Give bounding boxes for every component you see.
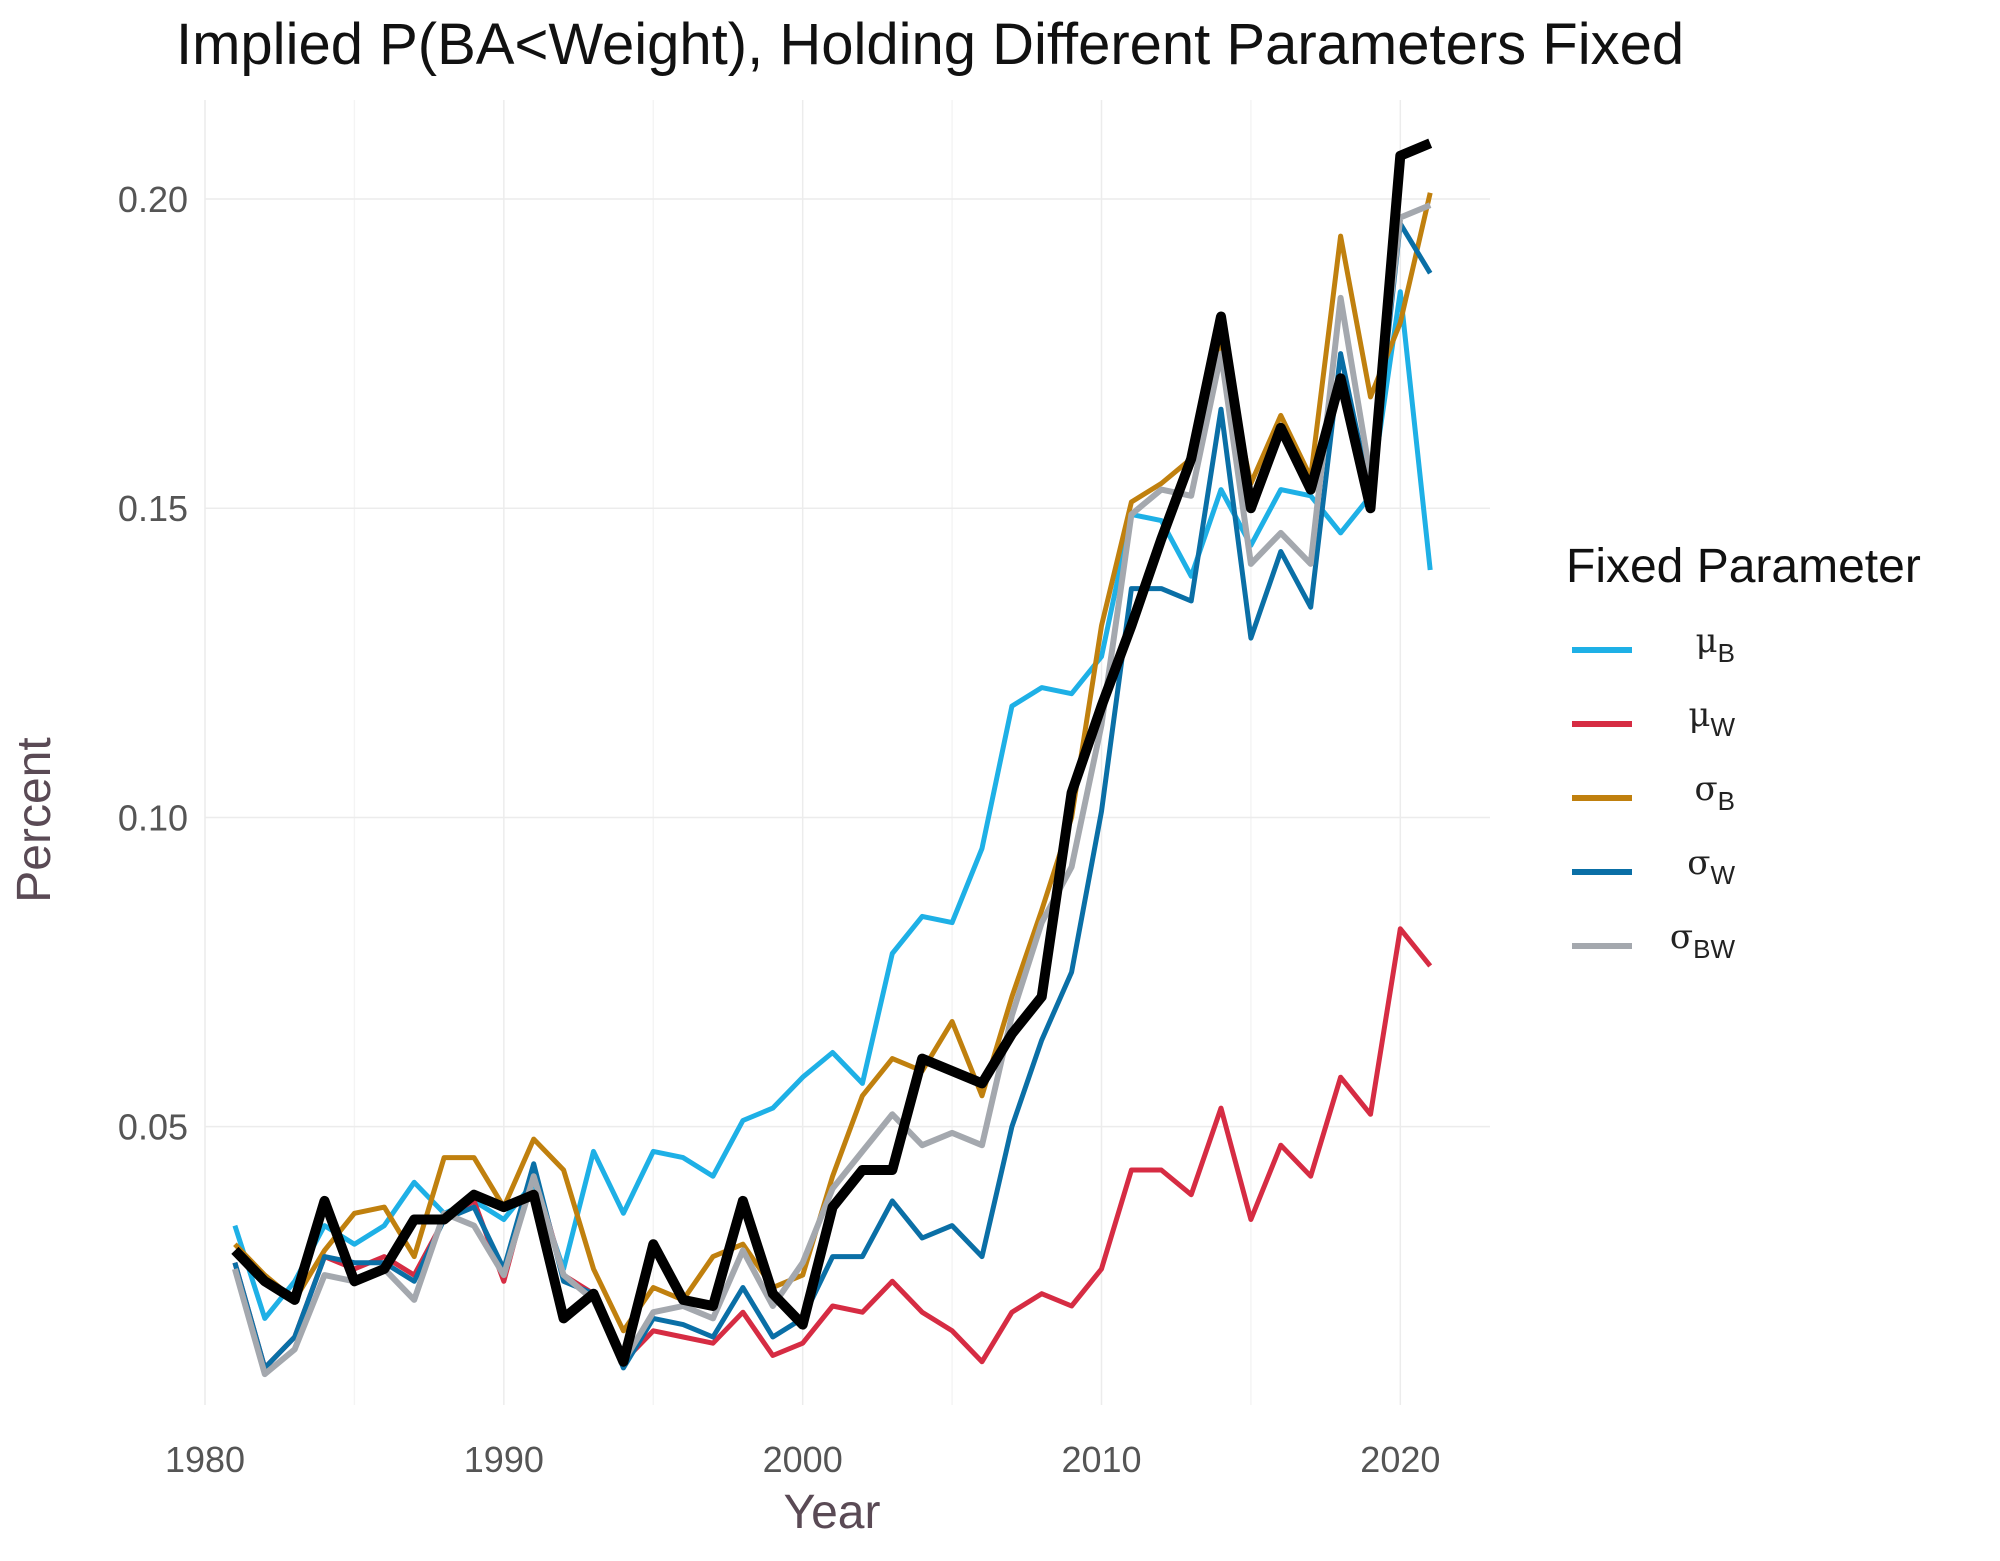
x-tick-label: 2020 xyxy=(1360,1439,1440,1480)
x-tick-label: 2010 xyxy=(1061,1439,1141,1480)
series-line-sigma-bw xyxy=(232,202,1432,1378)
legend-label: σBW xyxy=(1670,917,1736,964)
x-axis-title: Year xyxy=(784,1486,881,1539)
x-axis-ticks: 1980 1990 2000 2010 2020 xyxy=(165,1439,1440,1480)
legend-title: Fixed Parameter xyxy=(1566,540,1921,593)
x-tick-label: 2000 xyxy=(763,1439,843,1480)
y-tick-label: 0.20 xyxy=(118,179,188,220)
x-tick-label: 1980 xyxy=(165,1439,245,1480)
x-tick-label: 1990 xyxy=(464,1439,544,1480)
chart-title: Implied P(BA<Weight), Holding Different … xyxy=(176,12,1684,77)
series-line-overall xyxy=(231,138,1433,1367)
legend-label: σB xyxy=(1694,769,1735,816)
y-axis-title: Percent xyxy=(8,737,61,902)
y-tick-label: 0.10 xyxy=(118,797,188,838)
y-tick-label: 0.05 xyxy=(118,1107,188,1148)
series-line-mu-b xyxy=(232,289,1433,1321)
legend-label: μB xyxy=(1696,621,1735,668)
y-axis-ticks: 0.05 0.10 0.15 0.20 xyxy=(118,179,188,1148)
plot-series xyxy=(231,138,1433,1378)
y-tick-label: 0.15 xyxy=(118,488,188,529)
